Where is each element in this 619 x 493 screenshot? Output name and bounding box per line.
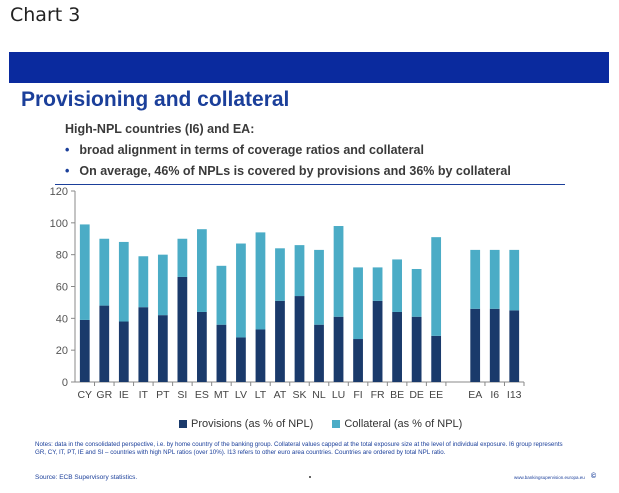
bar-collateral-lv xyxy=(236,243,246,338)
bar-collateral-nl xyxy=(314,249,324,325)
chart-source: Source: ECB Supervisory statistics. xyxy=(35,474,138,481)
x-tick-label: BE xyxy=(390,389,404,401)
x-tick-label: AT xyxy=(274,389,287,401)
bar-collateral-mt xyxy=(216,265,227,325)
bar-provisions-lt xyxy=(255,329,266,382)
bar-provisions-at xyxy=(275,300,285,382)
bar-provisions-de xyxy=(411,316,422,382)
bar-provisions-pt xyxy=(157,315,168,382)
bar-provisions-nl xyxy=(314,324,324,382)
y-tick-label: 80 xyxy=(56,250,68,262)
x-tick-label: LT xyxy=(255,389,267,401)
bar-collateral-ee xyxy=(431,237,442,336)
bar-provisions-lv xyxy=(236,337,246,382)
bullet-text: On average, 46% of NPLs is covered by pr… xyxy=(79,164,511,178)
bullet-2: • On average, 46% of NPLs is covered by p… xyxy=(65,164,511,178)
bar-provisions-fr xyxy=(372,300,383,382)
bar-provisions-cy xyxy=(79,319,90,382)
y-tick-label: 100 xyxy=(50,218,68,230)
bar-collateral-lu xyxy=(333,226,344,317)
bar-provisions-es xyxy=(197,311,207,382)
chart-legend: Provisions (as % of NPL) Collateral (as … xyxy=(179,418,478,430)
y-tick-label: 60 xyxy=(56,282,68,294)
footer-logo-icon: © xyxy=(591,473,597,480)
legend-swatch-provisions xyxy=(179,420,187,429)
x-tick-label: SI xyxy=(177,389,187,401)
bar-provisions-mt xyxy=(216,324,227,382)
stacked-bar-chart: 0 20 40 60 80 100 120 CY GR IE IT PT SI ES MT LV LT AT SK N… xyxy=(50,186,525,401)
bar-provisions-lu xyxy=(333,316,344,382)
x-tick-label: ES xyxy=(195,389,209,401)
slide-header-bar xyxy=(9,52,609,83)
bar-collateral-be xyxy=(392,259,402,312)
divider-rule xyxy=(55,184,565,185)
footer-dot xyxy=(309,476,311,478)
bar-collateral-ie xyxy=(118,241,129,322)
bar-collateral-lt xyxy=(255,232,266,330)
bar-provisions-fi xyxy=(353,339,363,382)
bar-collateral-cy xyxy=(79,224,90,320)
bar-provisions-gr xyxy=(99,305,110,382)
x-tick-label: FR xyxy=(371,389,385,401)
bar-provisions-i13 xyxy=(509,310,520,382)
x-tick-label: CY xyxy=(77,389,92,401)
page-heading: Chart 3 xyxy=(10,4,81,26)
x-tick-label: MT xyxy=(214,389,230,401)
x-tick-label: FI xyxy=(353,389,362,401)
bar-provisions-ie xyxy=(118,321,129,382)
y-tick-label: 20 xyxy=(56,345,68,357)
x-tick-label: NL xyxy=(312,389,326,401)
bar-provisions-ea xyxy=(470,308,481,382)
bullet-1: • broad alignment in terms of coverage ra… xyxy=(65,143,424,157)
x-tick-label: IE xyxy=(119,389,129,401)
slide-subtitle: High-NPL countries (I6) and EA: xyxy=(65,122,255,136)
legend-item-provisions: Provisions (as % of NPL) xyxy=(179,418,313,430)
x-tick-label: I6 xyxy=(490,389,499,401)
x-tick-label: LU xyxy=(332,389,345,401)
bar-collateral-fi xyxy=(353,267,363,340)
x-tick-label: EE xyxy=(429,389,443,401)
y-tick-label: 0 xyxy=(62,377,68,389)
bar-collateral-gr xyxy=(99,238,110,306)
y-tick-label: 120 xyxy=(50,186,68,198)
legend-item-collateral: Collateral (as % of NPL) xyxy=(332,418,462,430)
bar-collateral-i13 xyxy=(509,249,520,311)
bar-provisions-ee xyxy=(431,335,442,382)
bar-provisions-it xyxy=(138,307,149,382)
x-tick-label: DE xyxy=(409,389,424,401)
bullet-text: broad alignment in terms of coverage rat… xyxy=(79,143,424,157)
x-tick-label: I13 xyxy=(507,389,522,401)
bar-collateral-at xyxy=(275,248,285,301)
bar-provisions-si xyxy=(177,276,188,382)
bar-collateral-ea xyxy=(470,249,481,309)
bar-collateral-i6 xyxy=(489,249,500,309)
x-tick-label: IT xyxy=(139,389,149,401)
bullet-dot-icon: • xyxy=(65,164,70,178)
x-tick-label: EA xyxy=(468,389,482,401)
footer-url: www.bankingsupervision.europa.eu xyxy=(514,475,585,480)
bullet-dot-icon: • xyxy=(65,143,70,157)
chart-notes: Notes: data in the consolidated perspect… xyxy=(35,441,563,457)
bar-collateral-de xyxy=(411,268,422,317)
bar-collateral-si xyxy=(177,238,188,277)
y-tick-label: 40 xyxy=(56,313,68,325)
slide: Provisioning and collateral High-NPL cou… xyxy=(9,52,609,489)
bar-provisions-be xyxy=(392,311,402,382)
x-tick-label: PT xyxy=(156,389,170,401)
bar-provisions-i6 xyxy=(489,308,500,382)
bar-collateral-pt xyxy=(157,254,168,316)
slide-title: Provisioning and collateral xyxy=(21,88,290,111)
bar-collateral-it xyxy=(138,256,149,308)
x-tick-label: SK xyxy=(292,389,306,401)
bar-collateral-es xyxy=(197,229,207,312)
bar-collateral-fr xyxy=(372,267,383,301)
legend-label-collateral: Collateral (as % of NPL) xyxy=(344,418,463,430)
legend-swatch-collateral xyxy=(332,420,341,429)
bar-collateral-sk xyxy=(294,245,305,297)
legend-label-provisions: Provisions (as % of NPL) xyxy=(191,418,314,430)
x-tick-label: GR xyxy=(96,389,112,401)
x-tick-label: LV xyxy=(235,389,247,401)
bar-provisions-sk xyxy=(294,296,305,382)
